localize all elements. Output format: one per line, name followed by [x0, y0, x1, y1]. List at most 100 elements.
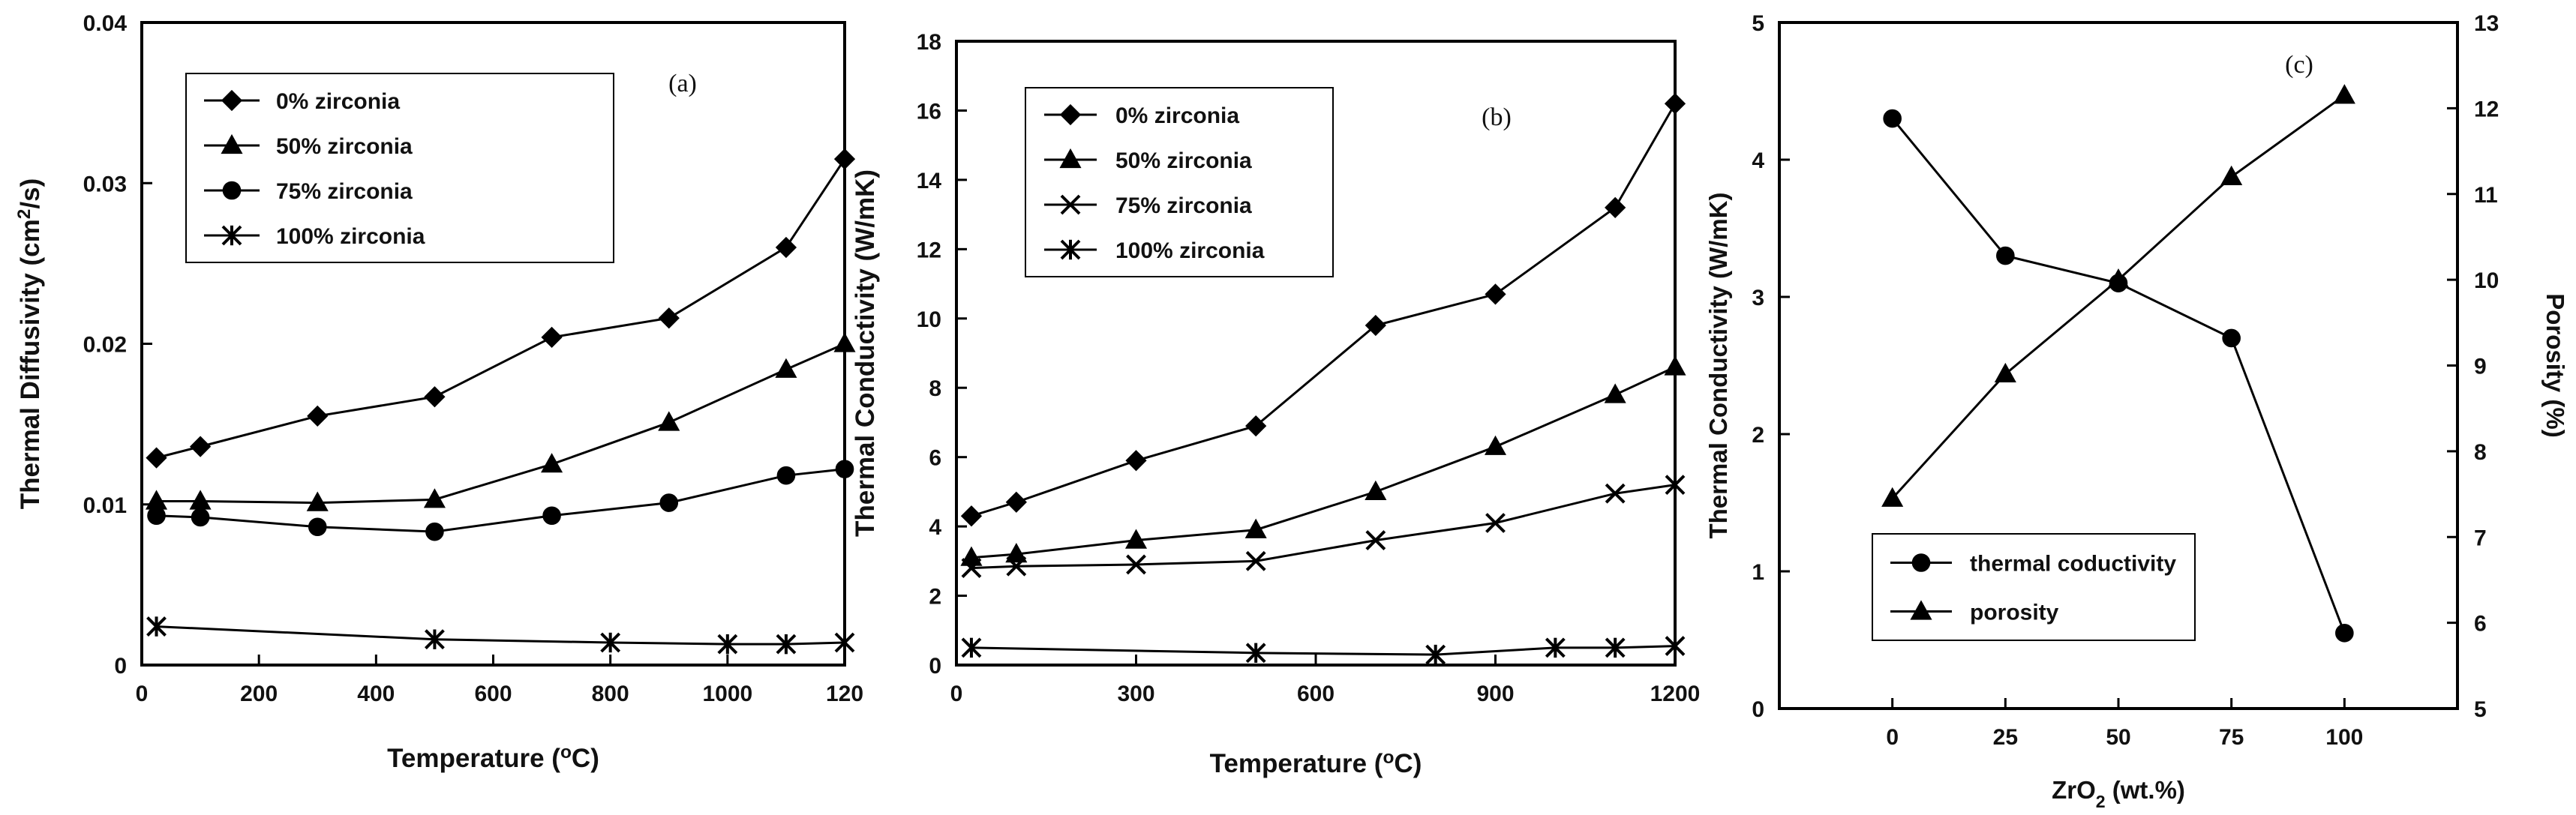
y-tick-label: 14: [917, 169, 942, 193]
data-point: [541, 453, 563, 473]
data-point: [960, 546, 983, 566]
series-100-zirconia: [961, 636, 1686, 665]
x-tick-label: 600: [474, 682, 512, 706]
legend-item: 75% zirconia: [204, 179, 413, 204]
data-point: [308, 517, 327, 537]
data-point: [717, 634, 738, 655]
data-point: [1245, 415, 1267, 437]
series-0-zirconia: [960, 93, 1686, 527]
legend-label: 75% zirconia: [276, 179, 413, 204]
y2-tick-label: 11: [2474, 183, 2498, 208]
series-75-zirconia: [961, 475, 1686, 578]
x-axis-label: ZrO2 (wt.%): [2052, 776, 2185, 811]
y-tick-label: 6: [929, 446, 941, 471]
data-point: [833, 148, 856, 170]
data-point: [191, 508, 210, 527]
y2-tick-label: 6: [2474, 612, 2487, 637]
legend: thermal coductivity porosity: [1872, 533, 2196, 641]
data-point: [306, 491, 329, 511]
data-point: [423, 488, 446, 508]
series-50-zirconia: [960, 355, 1686, 566]
legend-box: [1872, 533, 2196, 641]
y-tick-label: 18: [917, 30, 941, 55]
data-point: [659, 493, 679, 512]
y2-axis-label: Porosity (%): [2541, 293, 2569, 438]
legend-item: 50% zirconia: [1044, 148, 1252, 173]
data-point: [189, 436, 212, 457]
data-point: [1484, 435, 1507, 455]
y2-tick-label: 5: [2474, 697, 2487, 722]
legend-label: 100% zirconia: [1115, 238, 1265, 263]
y-tick-label: 2: [1752, 423, 1764, 448]
legend-item: porosity: [1890, 600, 2059, 625]
y-tick-label: 0.04: [83, 11, 128, 36]
data-point: [2222, 328, 2241, 348]
panel-label: (c): [2285, 51, 2313, 79]
x-tick-label: 1200: [1650, 682, 1701, 706]
legend-marker: [221, 225, 242, 246]
x-tick-label: 900: [1476, 682, 1514, 706]
legend-marker: [221, 89, 243, 112]
legend-label: 50% zirconia: [276, 134, 413, 159]
data-point: [1665, 636, 1686, 656]
y-tick-label: 1: [1752, 560, 1764, 585]
chart-panel-1: 0 200 400 600 800 1000 12000.010.020.030.04Tem…: [14, 11, 863, 773]
data-point: [425, 629, 445, 650]
legend-marker: [221, 133, 243, 154]
legend-marker: [1059, 103, 1082, 126]
data-point: [1125, 450, 1147, 472]
data-point: [1126, 554, 1146, 575]
data-point: [1006, 556, 1027, 577]
data-point: [1245, 643, 1266, 664]
data-point: [1124, 529, 1148, 549]
data-point: [1485, 283, 1506, 305]
data-point: [1365, 480, 1387, 500]
series-75-zirconia: [147, 460, 854, 541]
data-point: [1664, 355, 1686, 376]
data-point: [2220, 165, 2243, 185]
data-point: [1881, 487, 1904, 507]
legend-label: 75% zirconia: [1115, 193, 1252, 218]
data-point: [1005, 491, 1027, 513]
y-tick-label: 5: [1752, 11, 1764, 36]
y-tick-label: 0: [114, 654, 127, 679]
y-tick-label: 4: [1752, 148, 1764, 173]
x-tick-label: 1000: [702, 682, 752, 706]
legend: 0% zirconia 50% zirconia 75% zirconia 100% …: [1025, 87, 1334, 277]
series-0-zirconia: [146, 148, 856, 469]
data-point: [600, 632, 621, 653]
data-point: [835, 460, 854, 478]
y2-tick-label: 9: [2474, 355, 2487, 379]
series-line: [971, 484, 1676, 570]
data-point: [776, 634, 797, 655]
x-tick-label: 120: [826, 682, 863, 706]
data-point: [775, 358, 797, 378]
y-tick-label: 0.03: [83, 172, 127, 196]
legend-item: thermal coductivity: [1890, 552, 2176, 577]
x-tick-label: 300: [1117, 682, 1154, 706]
legend-label: 0% zirconia: [276, 89, 400, 114]
legend-label: 100% zirconia: [276, 224, 425, 249]
series-line: [156, 343, 845, 505]
data-point: [1605, 483, 1626, 504]
legend-item: 50% zirconia: [204, 133, 413, 159]
y-tick-label: 3: [1752, 286, 1764, 310]
data-point: [961, 558, 982, 578]
data-point: [1005, 543, 1028, 563]
y-tick-label: 0: [929, 654, 941, 679]
y-tick-label: 2: [929, 585, 941, 610]
x-tick-label: 75: [2219, 725, 2244, 750]
series-line: [156, 468, 845, 533]
y2-tick-label: 10: [2474, 268, 2499, 293]
data-point: [961, 637, 982, 658]
data-point: [1665, 475, 1686, 496]
y-tick-label: 10: [917, 307, 941, 332]
chart-panel-2: 0 300 600 900 1200 0 2 4 6 8 10 12 14 16 18 Temperature…: [851, 30, 1700, 778]
x-tick-label: 0: [950, 682, 963, 706]
x-tick-label: 25: [1993, 725, 2018, 750]
data-point: [2333, 84, 2355, 104]
x-axis-label: Temperature (oC): [387, 742, 599, 773]
data-point: [960, 505, 983, 527]
legend-marker: [1060, 194, 1081, 215]
series-line: [971, 645, 1676, 656]
